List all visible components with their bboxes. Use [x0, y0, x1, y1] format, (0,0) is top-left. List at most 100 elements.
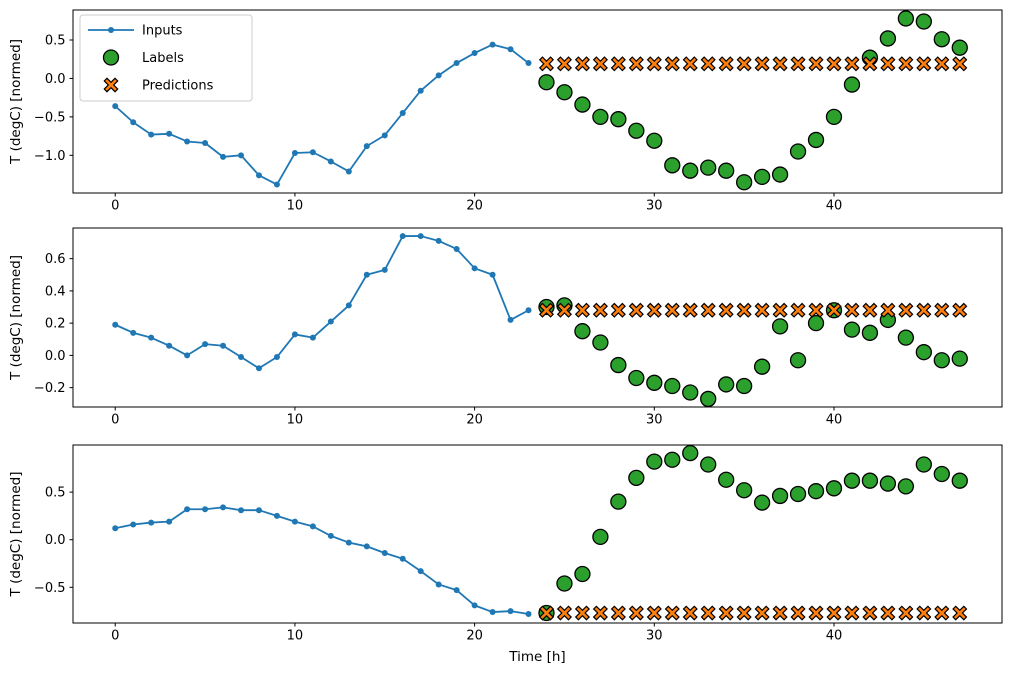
label-point [753, 494, 771, 511]
inputs-point [345, 168, 352, 175]
label-point [771, 487, 789, 505]
prediction-point [808, 56, 824, 72]
y-tick-label: −1.0 [34, 149, 66, 164]
inputs-point [363, 271, 370, 278]
x-tick-label: 20 [466, 629, 483, 644]
x-tick-label: 10 [287, 199, 304, 214]
prediction-point [736, 56, 752, 72]
prediction-point [754, 56, 770, 72]
x-tick-label: 30 [646, 413, 663, 428]
inputs-point [471, 602, 478, 609]
inputs-point [238, 507, 245, 514]
inputs-point [202, 341, 209, 348]
x-tick-label: 20 [466, 413, 483, 428]
inputs-point [148, 131, 155, 138]
y-tick-label: −0.5 [34, 581, 66, 596]
prediction-point [862, 56, 878, 72]
prediction-point [952, 605, 968, 621]
label-point [843, 321, 861, 338]
legend-predictions-marker [103, 77, 119, 93]
inputs-point [489, 271, 496, 278]
y-axis-label: T (degC) [normed] [8, 255, 24, 381]
label-point [682, 162, 699, 179]
series-labels [538, 10, 968, 191]
series-labels [538, 444, 968, 622]
label-point [628, 469, 645, 486]
label-point [933, 352, 950, 369]
label-point [682, 444, 699, 462]
label-point [807, 131, 825, 149]
label-point [753, 358, 771, 375]
prediction-point [826, 56, 842, 72]
prediction-point [916, 605, 932, 621]
axes-frame [72, 227, 1003, 408]
label-point [897, 10, 915, 27]
inputs-point [273, 512, 280, 519]
label-point [753, 168, 771, 186]
inputs-point [345, 539, 352, 546]
x-tick-label: 0 [111, 629, 119, 644]
prediction-point [790, 605, 806, 621]
prediction-point [934, 302, 950, 318]
inputs-point [130, 119, 137, 126]
prediction-point [538, 56, 555, 72]
inputs-point [525, 307, 532, 314]
inputs-line [114, 43, 530, 186]
inputs-point [417, 233, 424, 240]
label-point [592, 528, 609, 546]
y-axis-label: T (degC) [normed] [8, 472, 24, 598]
prediction-point [574, 605, 590, 621]
inputs-point [238, 152, 245, 159]
label-point [574, 323, 591, 340]
prediction-point [790, 302, 806, 318]
prediction-point [934, 605, 950, 621]
inputs-point [471, 265, 478, 272]
label-point [735, 174, 753, 191]
x-tick-label: 30 [646, 199, 663, 214]
prediction-point [898, 56, 914, 72]
inputs-point [112, 103, 119, 110]
label-point [646, 374, 663, 391]
prediction-point [772, 605, 788, 621]
inputs-point [255, 172, 262, 179]
label-point [682, 384, 699, 401]
prediction-point [898, 302, 914, 318]
label-point [664, 451, 681, 468]
inputs-point [130, 329, 137, 336]
inputs-point [525, 610, 532, 617]
legend-labels-marker [102, 49, 120, 66]
label-point [933, 31, 950, 48]
x-tick-label: 20 [466, 199, 483, 214]
label-point [807, 483, 825, 500]
label-point [556, 84, 573, 101]
prediction-point [574, 302, 590, 318]
inputs-point [148, 519, 155, 526]
inputs-point [273, 181, 280, 188]
label-point [789, 352, 807, 369]
inputs-point [220, 504, 227, 511]
y-tick-label: −0.5 [34, 110, 66, 125]
label-point [664, 377, 681, 395]
prediction-point [934, 56, 950, 72]
inputs-point [184, 138, 191, 145]
inputs-point [291, 518, 298, 525]
inputs-point [273, 354, 280, 361]
series-inputs [112, 41, 532, 188]
label-point [915, 344, 932, 361]
inputs-point [399, 110, 406, 117]
prediction-point [880, 302, 896, 318]
inputs-point [453, 60, 460, 67]
label-point [556, 575, 573, 592]
prediction-point [646, 605, 662, 621]
label-point [592, 334, 609, 351]
label-point [646, 453, 663, 470]
label-point [897, 478, 915, 495]
inputs-point [166, 518, 173, 525]
prediction-point [592, 302, 608, 318]
label-point [861, 472, 879, 489]
inputs-point [507, 46, 514, 53]
prediction-point [628, 56, 644, 72]
label-point [574, 565, 591, 583]
inputs-point [327, 158, 334, 165]
